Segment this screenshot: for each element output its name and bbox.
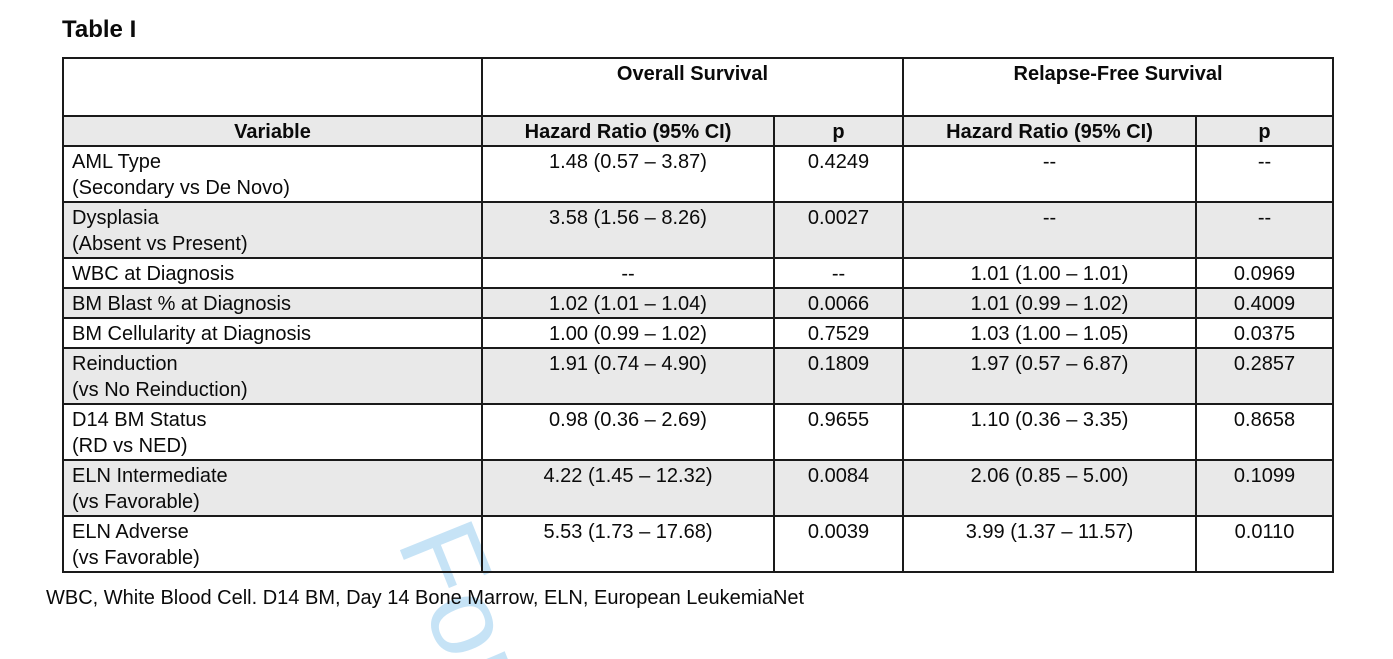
os-p-value-cell: 0.0084	[772, 459, 905, 517]
rfs-p-value-cell: 0.0110	[1195, 515, 1335, 573]
variable-line: (vs Favorable)	[72, 547, 200, 569]
variable-cell: Reinduction (vs No Reinduction)	[62, 347, 483, 405]
os-p-value-cell: 0.0066	[772, 287, 905, 319]
table-row: BM Blast % at Diagnosis 1.02 (1.01 – 1.04…	[62, 287, 1335, 319]
variable-line: (Secondary vs De Novo)	[72, 177, 290, 199]
table-row: WBC at Diagnosis -- -- 1.01 (1.00 – 1.01) 0.…	[62, 257, 1335, 289]
os-p-value-cell: 0.9655	[772, 403, 905, 461]
os-hazard-ratio-cell: 1.02 (1.01 – 1.04)	[481, 287, 775, 319]
table-row: ELN Intermediate (vs Favorable) 4.22 (1.45…	[62, 459, 1335, 517]
variable-cell: D14 BM Status (RD vs NED)	[62, 403, 483, 461]
os-p-value-cell: 0.4249	[772, 145, 905, 203]
relapse-free-survival-group-header: Relapse-Free Survival	[902, 57, 1335, 117]
os-p-value-cell: 0.0027	[772, 201, 905, 259]
variable-line: (Absent vs Present)	[72, 233, 248, 255]
variable-cell: AML Type (Secondary vs De Novo)	[62, 145, 483, 203]
survival-results-table: Overall Survival Relapse-Free Survival V…	[62, 57, 1335, 573]
os-p-value-cell: --	[772, 257, 905, 289]
rfs-hazard-ratio-cell: 1.03 (1.00 – 1.05)	[902, 317, 1198, 349]
rfs-hazard-ratio-cell: --	[902, 145, 1198, 203]
rfs-p-value-cell: 0.1099	[1195, 459, 1335, 517]
rfs-p-value-cell: --	[1195, 201, 1335, 259]
table-row: D14 BM Status (RD vs NED) 0.98 (0.36 – 2.6…	[62, 403, 1335, 461]
rfs-hazard-ratio-cell: 1.01 (1.00 – 1.01)	[902, 257, 1198, 289]
variable-line: Reinduction	[72, 353, 178, 375]
table-title: Table I	[62, 16, 137, 43]
table-row: BM Cellularity at Diagnosis 1.00 (0.99 – …	[62, 317, 1335, 349]
os-p-value-cell: 0.7529	[772, 317, 905, 349]
os-hazard-ratio-cell: 4.22 (1.45 – 12.32)	[481, 459, 775, 517]
empty-corner-cell	[62, 57, 483, 117]
rfs-hazard-ratio-cell: 1.01 (0.99 – 1.02)	[902, 287, 1198, 319]
variable-cell: WBC at Diagnosis	[62, 257, 483, 289]
rfs-hazard-ratio-cell: --	[902, 201, 1198, 259]
os-hazard-ratio-column-header: Hazard Ratio (95% CI)	[481, 115, 775, 147]
rfs-p-value-cell: 0.0969	[1195, 257, 1335, 289]
rfs-p-value-cell: 0.8658	[1195, 403, 1335, 461]
variable-line: BM Cellularity at Diagnosis	[72, 323, 311, 345]
rfs-hazard-ratio-column-header: Hazard Ratio (95% CI)	[902, 115, 1198, 147]
rfs-hazard-ratio-cell: 1.10 (0.36 – 3.35)	[902, 403, 1198, 461]
os-p-column-header: p	[772, 115, 905, 147]
table-body: AML Type (Secondary vs De Novo) 1.48 (0.57…	[62, 145, 1335, 573]
os-hazard-ratio-cell: 1.91 (0.74 – 4.90)	[481, 347, 775, 405]
table-row: AML Type (Secondary vs De Novo) 1.48 (0.57…	[62, 145, 1335, 203]
os-hazard-ratio-cell: 1.00 (0.99 – 1.02)	[481, 317, 775, 349]
os-p-value-cell: 0.1809	[772, 347, 905, 405]
os-hazard-ratio-cell: 1.48 (0.57 – 3.87)	[481, 145, 775, 203]
variable-cell: BM Blast % at Diagnosis	[62, 287, 483, 319]
table-row: ELN Adverse (vs Favorable) 5.53 (1.73 – 17…	[62, 515, 1335, 573]
variable-column-header: Variable	[62, 115, 483, 147]
rfs-p-value-cell: 0.2857	[1195, 347, 1335, 405]
variable-line: (vs Favorable)	[72, 491, 200, 513]
os-hazard-ratio-cell: --	[481, 257, 775, 289]
footnote: WBC, White Blood Cell. D14 BM, Day 14 Bo…	[46, 587, 805, 609]
variable-line: AML Type	[72, 151, 161, 173]
variable-line: ELN Adverse	[72, 521, 189, 543]
os-hazard-ratio-cell: 0.98 (0.36 – 2.69)	[481, 403, 775, 461]
variable-cell: BM Cellularity at Diagnosis	[62, 317, 483, 349]
rfs-hazard-ratio-cell: 2.06 (0.85 – 5.00)	[902, 459, 1198, 517]
variable-line: BM Blast % at Diagnosis	[72, 293, 291, 315]
table-row: Dysplasia (Absent vs Present) 3.58 (1.56 –…	[62, 201, 1335, 259]
rfs-p-column-header: p	[1195, 115, 1335, 147]
variable-line: Dysplasia	[72, 207, 159, 229]
column-group-header-row: Overall Survival Relapse-Free Survival	[62, 57, 1335, 117]
rfs-hazard-ratio-cell: 3.99 (1.37 – 11.57)	[902, 515, 1198, 573]
variable-cell: ELN Intermediate (vs Favorable)	[62, 459, 483, 517]
rfs-p-value-cell: --	[1195, 145, 1335, 203]
variable-line: (vs No Reinduction)	[72, 379, 248, 401]
column-header-row: Variable Hazard Ratio (95% CI) p Hazard …	[62, 115, 1335, 147]
variable-line: D14 BM Status	[72, 409, 207, 431]
table-row: Reinduction (vs No Reinduction) 1.91 (0.74…	[62, 347, 1335, 405]
variable-cell: ELN Adverse (vs Favorable)	[62, 515, 483, 573]
os-hazard-ratio-cell: 3.58 (1.56 – 8.26)	[481, 201, 775, 259]
variable-line: ELN Intermediate	[72, 465, 228, 487]
variable-cell: Dysplasia (Absent vs Present)	[62, 201, 483, 259]
os-hazard-ratio-cell: 5.53 (1.73 – 17.68)	[481, 515, 775, 573]
variable-line: (RD vs NED)	[72, 435, 188, 457]
variable-line: WBC at Diagnosis	[72, 263, 235, 285]
overall-survival-group-header: Overall Survival	[480, 57, 905, 117]
rfs-p-value-cell: 0.4009	[1195, 287, 1335, 319]
rfs-p-value-cell: 0.0375	[1195, 317, 1335, 349]
os-p-value-cell: 0.0039	[772, 515, 905, 573]
rfs-hazard-ratio-cell: 1.97 (0.57 – 6.87)	[902, 347, 1198, 405]
